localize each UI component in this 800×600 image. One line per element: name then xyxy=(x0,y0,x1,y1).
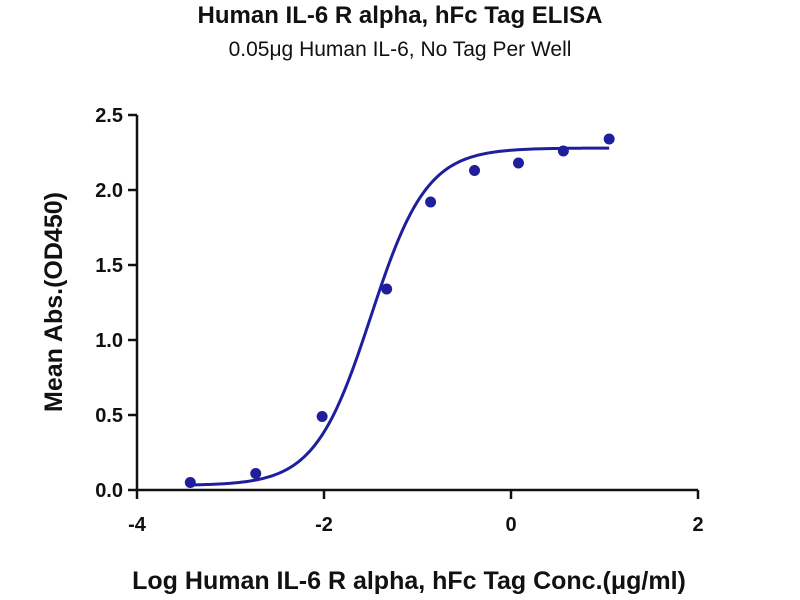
data-point xyxy=(512,157,524,169)
data-point xyxy=(381,283,393,295)
x-tick-label: 2 xyxy=(692,514,703,536)
y-tick-label: 2.5 xyxy=(95,105,123,127)
y-tick-label: 2.0 xyxy=(95,180,123,202)
x-tick-label: -2 xyxy=(315,514,333,536)
data-point xyxy=(469,165,481,176)
chart-subtitle: 0.05μg Human IL-6, No Tag Per Well xyxy=(228,38,572,61)
axes: 0.0 0.5 1.0 1.5 2.0 2.5 -4 -2 0 2 xyxy=(95,105,703,536)
data-point xyxy=(603,133,615,145)
x-tick-label: -4 xyxy=(128,514,147,536)
data-point xyxy=(184,477,196,488)
x-axis-title: Log Human IL-6 R alpha, hFc Tag Conc.(μg… xyxy=(132,567,686,595)
y-tick-label: 0.5 xyxy=(95,405,123,427)
y-tick-label: 0.0 xyxy=(95,480,123,502)
x-tick-label: 0 xyxy=(505,514,516,536)
y-axis-title: Mean Abs.(OD450) xyxy=(40,192,68,412)
data-point xyxy=(250,468,262,479)
data-point xyxy=(316,411,328,422)
data-points xyxy=(184,133,615,488)
data-point xyxy=(557,145,569,157)
chart-title: Human IL-6 R alpha, hFc Tag ELISA xyxy=(197,2,603,29)
y-tick-label: 1.5 xyxy=(95,255,123,277)
fit-curve xyxy=(190,146,610,487)
data-point xyxy=(425,196,437,208)
y-tick-label: 1.0 xyxy=(95,330,123,352)
